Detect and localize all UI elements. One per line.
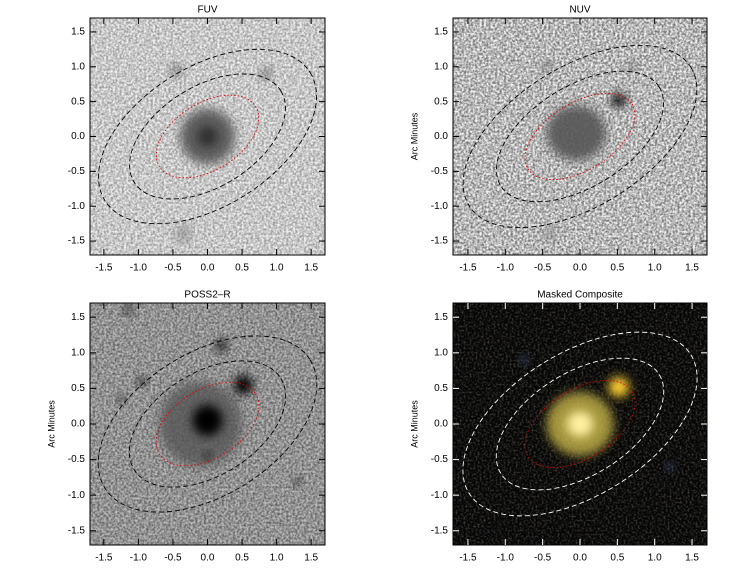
y-tick-label: -1.0: [68, 201, 86, 212]
aperture-ellipse: [98, 48, 317, 225]
panel-title: Masked Composite: [537, 290, 623, 301]
y-tick-label: 1.5: [434, 27, 448, 38]
x-tick-label: 0.0: [201, 263, 215, 274]
x-tick-label: 0.5: [610, 263, 624, 274]
source: [204, 452, 211, 460]
y-tick-label: 0.5: [434, 96, 448, 107]
source: [197, 126, 218, 147]
aperture-ellipse: [155, 94, 260, 179]
x-tick-label: -1.5: [95, 553, 113, 564]
x-tick-label: -0.5: [164, 263, 182, 274]
y-tick-label: -1.0: [431, 490, 449, 501]
source: [192, 404, 223, 437]
source: [665, 463, 674, 471]
aperture-ellipse: [495, 357, 665, 491]
y-tick-label: -0.5: [431, 454, 449, 465]
y-tick-label: -0.5: [431, 166, 449, 177]
y-tick-label: -1.0: [431, 201, 449, 212]
x-tick-label: -1.0: [130, 263, 148, 274]
y-tick-label: 0.5: [71, 383, 85, 394]
x-tick-label: 1.0: [270, 553, 284, 564]
y-tick-label: 0.0: [71, 131, 85, 142]
y-tick-label: 0.5: [71, 96, 85, 107]
source: [137, 377, 146, 386]
source: [544, 228, 557, 240]
image-panel: [453, 303, 707, 545]
y-tick-label: -0.5: [68, 454, 86, 465]
y-tick-label: 0.0: [71, 419, 85, 430]
source: [541, 62, 551, 71]
source: [627, 62, 637, 71]
x-tick-label: -0.5: [534, 553, 552, 564]
y-tick-label: 1.5: [71, 312, 85, 323]
image-panel: [453, 18, 707, 255]
source: [215, 340, 227, 352]
image-panel: [90, 303, 325, 545]
source: [520, 356, 528, 364]
x-tick-label: 0.0: [573, 553, 587, 564]
x-tick-label: 0.5: [610, 553, 624, 564]
x-tick-label: -1.0: [130, 553, 148, 564]
x-tick-label: 1.5: [304, 263, 318, 274]
x-tick-label: 1.0: [648, 553, 662, 564]
y-tick-label: -1.5: [68, 525, 86, 536]
panel-title: FUV: [198, 5, 218, 16]
x-tick-label: -1.5: [459, 553, 477, 564]
source: [261, 68, 272, 79]
x-tick-label: 1.5: [685, 553, 699, 564]
panel-title: NUV: [569, 5, 590, 16]
y-tick-label: 1.0: [71, 347, 85, 358]
x-tick-label: -0.5: [164, 553, 182, 564]
x-tick-label: -0.5: [534, 263, 552, 274]
x-tick-label: -1.0: [497, 553, 515, 564]
aperture-ellipse: [524, 380, 636, 468]
panel-title: POSS2–R: [184, 290, 230, 301]
y-tick-label: 1.0: [71, 61, 85, 72]
aperture-ellipse: [128, 360, 287, 488]
y-axis-label: Arc Minutes: [409, 400, 419, 448]
aperture-ellipse: [496, 70, 664, 203]
y-tick-label: 1.5: [434, 312, 448, 323]
x-tick-label: 1.5: [304, 553, 318, 564]
y-tick-label: -1.5: [431, 525, 449, 536]
source: [175, 225, 192, 243]
x-tick-label: 1.5: [685, 263, 699, 274]
x-tick-label: 0.5: [235, 263, 249, 274]
source: [611, 93, 627, 108]
y-tick-label: -1.0: [68, 490, 86, 501]
source: [546, 105, 607, 161]
x-tick-label: 0.0: [573, 263, 587, 274]
x-tick-label: -1.5: [95, 263, 113, 274]
source: [117, 395, 125, 403]
x-tick-label: 1.0: [648, 263, 662, 274]
image-panel: [90, 18, 325, 255]
x-tick-label: 0.5: [235, 553, 249, 564]
x-tick-label: -1.0: [497, 263, 515, 274]
aperture-ellipse: [462, 331, 698, 517]
y-tick-label: 0.5: [434, 383, 448, 394]
aperture-ellipse: [462, 44, 698, 229]
x-tick-label: 0.0: [201, 553, 215, 564]
y-tick-label: 1.0: [434, 347, 448, 358]
aperture-ellipse: [97, 335, 318, 513]
y-tick-label: 0.0: [434, 131, 448, 142]
y-tick-label: 0.0: [434, 419, 448, 430]
y-tick-label: 1.0: [434, 61, 448, 72]
source: [123, 305, 133, 315]
y-tick-label: -1.5: [68, 236, 86, 247]
y-axis-label: Arc Minutes: [46, 400, 56, 448]
y-axis-label: Arc Minutes: [409, 112, 419, 160]
aperture-ellipse: [155, 381, 260, 467]
source: [566, 411, 594, 437]
source: [608, 377, 630, 397]
y-tick-label: -1.5: [431, 236, 449, 247]
y-tick-label: -0.5: [68, 166, 86, 177]
source: [293, 477, 301, 485]
y-tick-label: 1.5: [71, 27, 85, 38]
aperture-ellipse: [129, 73, 286, 200]
x-tick-label: 1.0: [270, 263, 284, 274]
x-tick-label: -1.5: [459, 263, 477, 274]
